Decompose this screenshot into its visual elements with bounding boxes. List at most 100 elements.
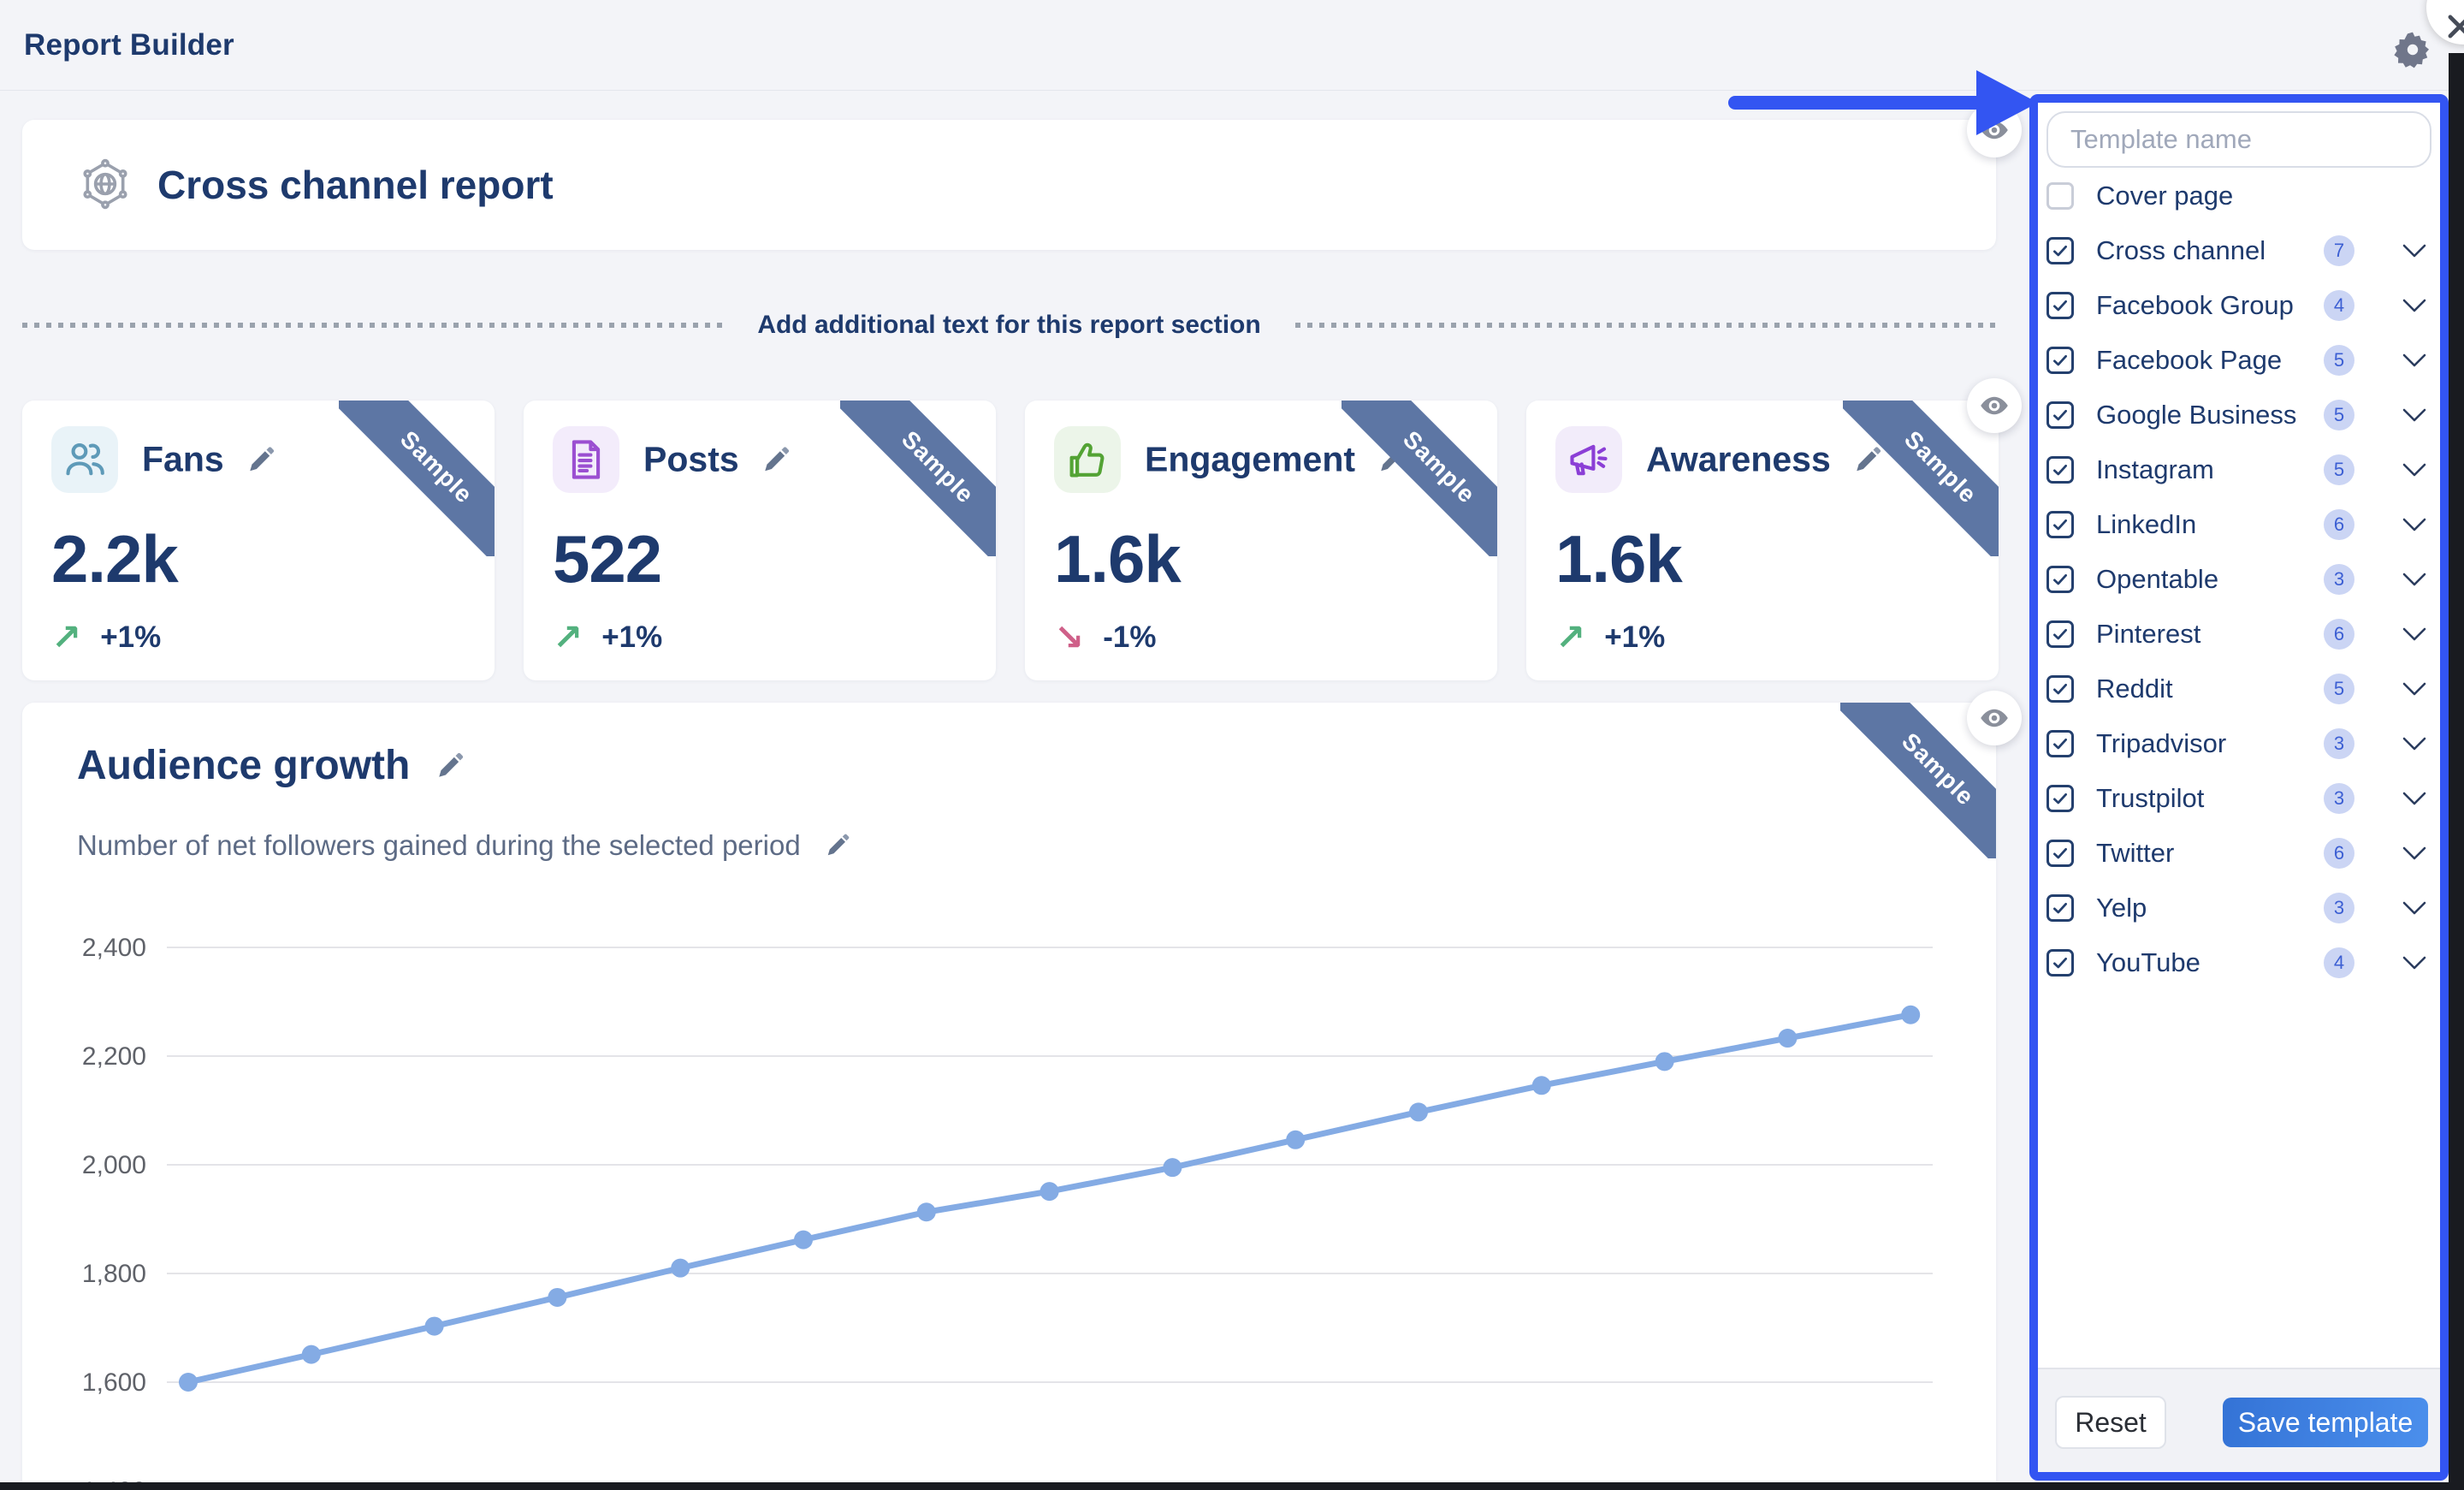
metric-icon-box [1054, 426, 1121, 493]
chevron-down-icon[interactable] [2402, 463, 2426, 478]
widget-count-badge: 5 [2324, 400, 2354, 430]
metric-trend: ↗ +1% [51, 616, 161, 658]
channel-label: Google Business [2096, 400, 2297, 430]
window-edge [0, 1482, 2464, 1490]
widget-count-badge: 4 [2324, 290, 2354, 321]
metric-icon-box [51, 426, 118, 493]
channel-label: Facebook Group [2096, 290, 2294, 320]
panel-footer: Reset Save template [2038, 1368, 2440, 1472]
megaphone-icon [1570, 444, 1608, 476]
channel-row[interactable]: YouTube 4 [2046, 935, 2431, 990]
channel-row[interactable]: Facebook Page 5 [2046, 333, 2431, 388]
settings-gear-icon[interactable] [2392, 29, 2433, 70]
channel-row[interactable]: Instagram 5 [2046, 442, 2431, 497]
trend-arrow-icon: ↘ [1054, 616, 1085, 658]
edit-pencil-icon[interactable] [825, 833, 850, 858]
widget-count-badge: 4 [2324, 947, 2354, 978]
edit-pencil-icon[interactable] [1377, 445, 1407, 474]
edit-pencil-icon[interactable] [1853, 445, 1882, 474]
metric-card: Awareness 1.6k ↗ +1% Sample [1526, 401, 1999, 680]
chevron-down-icon[interactable] [2402, 901, 2426, 916]
toggle-visibility-eye-icon[interactable] [1967, 378, 2022, 433]
chevron-down-icon[interactable] [2402, 737, 2426, 751]
metric-trend: ↘ -1% [1054, 616, 1156, 658]
channel-checkbox[interactable] [2046, 456, 2074, 484]
chevron-down-icon[interactable] [2402, 956, 2426, 971]
channel-row[interactable]: Cover page [2046, 169, 2431, 223]
channel-checkbox[interactable] [2046, 511, 2074, 538]
channel-row[interactable]: Facebook Group 4 [2046, 278, 2431, 333]
svg-text:2,000: 2,000 [82, 1151, 146, 1179]
widget-count-badge: 6 [2324, 509, 2354, 540]
channel-row[interactable]: Tripadvisor 3 [2046, 716, 2431, 771]
save-template-button[interactable]: Save template [2223, 1398, 2428, 1447]
trend-arrow-icon: ↗ [553, 616, 583, 658]
channel-label: Facebook Page [2096, 345, 2283, 375]
channel-checkbox[interactable] [2046, 347, 2074, 374]
audience-growth-card: Audience growth Number of net followers … [22, 703, 1996, 1490]
channel-row[interactable]: Opentable 3 [2046, 552, 2431, 607]
channel-row[interactable]: Cross channel 7 [2046, 223, 2431, 278]
widget-count-badge: 3 [2324, 783, 2354, 814]
widget-count-badge: 5 [2324, 454, 2354, 485]
chevron-down-icon[interactable] [2402, 408, 2426, 423]
channel-row[interactable]: Twitter 6 [2046, 826, 2431, 881]
channel-label: Pinterest [2096, 619, 2201, 649]
channel-checkbox[interactable] [2046, 840, 2074, 867]
edit-pencil-icon[interactable] [435, 751, 465, 781]
channel-checkbox[interactable] [2046, 620, 2074, 648]
chevron-down-icon[interactable] [2402, 846, 2426, 861]
toggle-visibility-eye-icon[interactable] [1967, 103, 2022, 157]
channel-row[interactable]: Yelp 3 [2046, 881, 2431, 935]
channel-checkbox[interactable] [2046, 401, 2074, 429]
chevron-down-icon[interactable] [2402, 353, 2426, 368]
channel-checkbox[interactable] [2046, 237, 2074, 264]
metric-trend: ↗ +1% [1555, 616, 1665, 658]
chevron-down-icon[interactable] [2402, 792, 2426, 806]
edit-pencil-icon[interactable] [246, 445, 275, 474]
dotted-line [22, 323, 724, 328]
channel-checkbox[interactable] [2046, 566, 2074, 593]
channel-checkbox[interactable] [2046, 894, 2074, 922]
chevron-down-icon[interactable] [2402, 518, 2426, 532]
channel-label: Instagram [2096, 454, 2214, 484]
add-text-prompt[interactable]: Add additional text for this report sect… [757, 311, 1261, 339]
chevron-down-icon[interactable] [2402, 682, 2426, 697]
toggle-visibility-eye-icon[interactable] [1967, 691, 2022, 745]
channel-row[interactable]: Pinterest 6 [2046, 607, 2431, 662]
chevron-down-icon[interactable] [2402, 573, 2426, 587]
chevron-down-icon[interactable] [2402, 299, 2426, 313]
edit-pencil-icon[interactable] [761, 445, 791, 474]
trend-value: -1% [1103, 620, 1157, 654]
cross-channel-network-icon [79, 157, 132, 215]
channel-checkbox[interactable] [2046, 785, 2074, 812]
channel-checkbox[interactable] [2046, 949, 2074, 977]
svg-text:2,200: 2,200 [82, 1042, 146, 1071]
template-panel: Cover page Cross channel 7 Facebook Grou… [2029, 94, 2449, 1481]
channel-checkbox[interactable] [2046, 182, 2074, 210]
template-name-input[interactable] [2046, 111, 2431, 168]
channel-checkbox[interactable] [2046, 292, 2074, 319]
reset-button[interactable]: Reset [2055, 1396, 2166, 1449]
channel-row[interactable]: Reddit 5 [2046, 662, 2431, 716]
metric-value: 2.2k [51, 521, 179, 597]
trend-value: +1% [100, 620, 162, 654]
channel-row[interactable]: LinkedIn 6 [2046, 497, 2431, 552]
section-divider: Add additional text for this report sect… [22, 308, 1996, 342]
chevron-down-icon[interactable] [2402, 244, 2426, 258]
channel-checkbox[interactable] [2046, 675, 2074, 703]
channel-row[interactable]: Google Business 5 [2046, 388, 2431, 442]
metric-label: Engagement [1145, 439, 1356, 479]
widget-count-badge: 6 [2324, 838, 2354, 869]
chevron-down-icon[interactable] [2402, 627, 2426, 642]
channel-label: Reddit [2096, 674, 2173, 703]
channel-checklist: Cover page Cross channel 7 Facebook Grou… [2046, 169, 2431, 990]
channel-checkbox[interactable] [2046, 730, 2074, 757]
metric-card: Engagement 1.6k ↘ -1% Sample [1025, 401, 1497, 680]
chart-subtitle: Number of net followers gained during th… [77, 829, 801, 861]
widget-count-badge: 5 [2324, 674, 2354, 704]
channel-row[interactable]: Trustpilot 3 [2046, 771, 2431, 826]
channel-label: Trustpilot [2096, 783, 2205, 813]
dotted-line [1294, 323, 1996, 328]
